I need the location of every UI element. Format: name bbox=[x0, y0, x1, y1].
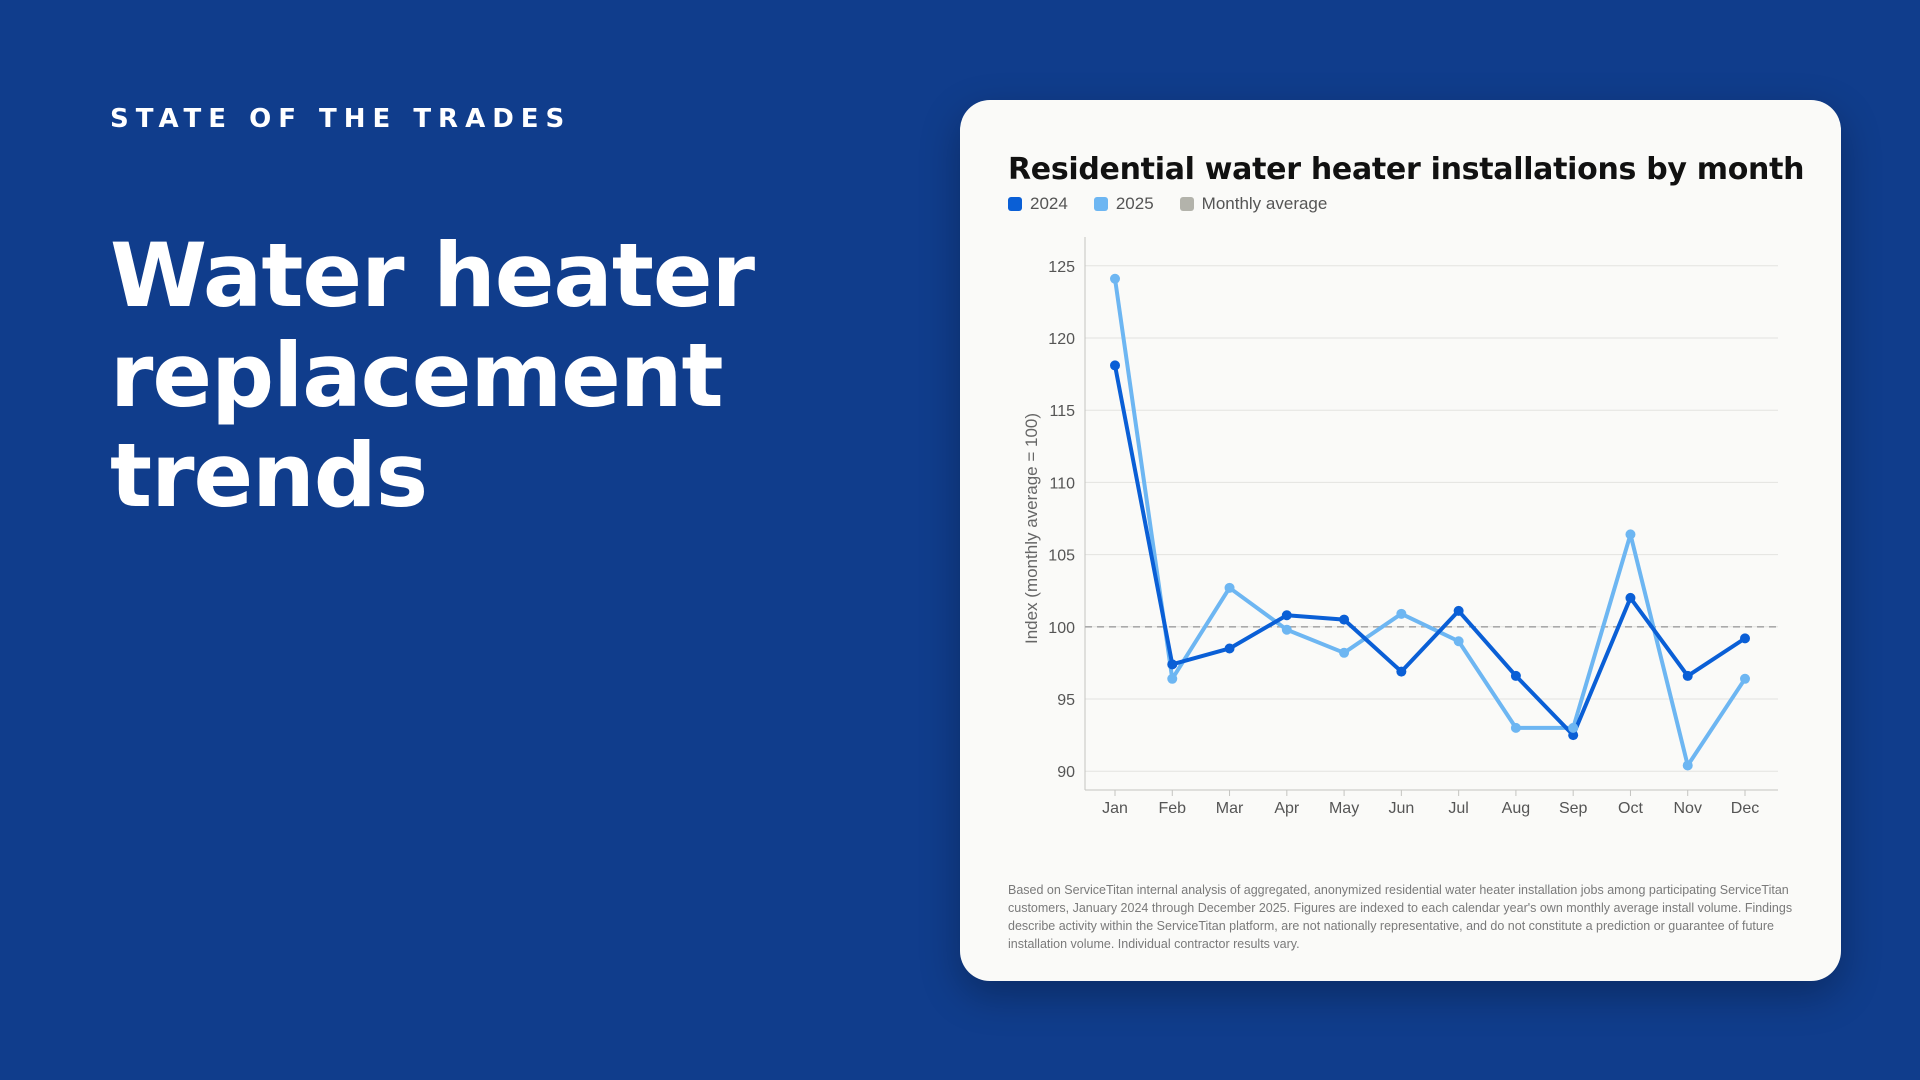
data-point-2024 bbox=[1396, 666, 1407, 677]
data-point-2024 bbox=[1453, 605, 1464, 616]
legend-label: 2024 bbox=[1030, 194, 1068, 213]
data-point-2024 bbox=[1510, 670, 1521, 681]
legend-label: 2025 bbox=[1115, 194, 1154, 213]
legend-label: Monthly average bbox=[1201, 194, 1328, 213]
y-axis-label: Index (monthly average = 100) bbox=[1022, 413, 1041, 644]
chart-legend: 2024 2025 Monthly average bbox=[1008, 194, 1327, 214]
hero-title-line: trends bbox=[110, 424, 428, 527]
y-tick-label: 105 bbox=[1048, 548, 1075, 565]
hero-title: Water heater replacement trends bbox=[110, 226, 870, 526]
x-tick-label: Jun bbox=[1388, 800, 1414, 817]
data-point-2024 bbox=[1224, 643, 1235, 654]
y-tick-label: 125 bbox=[1048, 259, 1075, 276]
series-line-2024 bbox=[1113, 363, 1747, 738]
x-tick-label: Sep bbox=[1559, 800, 1588, 817]
data-point-2025 bbox=[1510, 722, 1521, 733]
data-point-2025 bbox=[1625, 529, 1636, 540]
data-point-2025 bbox=[1110, 273, 1120, 284]
data-point-2024 bbox=[1281, 610, 1292, 621]
y-tick-label: 120 bbox=[1048, 331, 1075, 348]
y-tick-label: 110 bbox=[1049, 475, 1075, 492]
legend-swatch bbox=[1179, 197, 1194, 211]
x-tick-label: Mar bbox=[1216, 800, 1244, 817]
data-point-2025 bbox=[1224, 582, 1235, 593]
data-point-2024 bbox=[1167, 659, 1178, 670]
data-point-2024 bbox=[1682, 670, 1693, 681]
chart-card: Residential water heater installations b… bbox=[960, 100, 1841, 981]
hero-title-line: Water heater bbox=[110, 224, 755, 327]
data-point-2025 bbox=[1453, 636, 1464, 647]
legend-item-monthly-average: Monthly average bbox=[1179, 194, 1328, 214]
data-point-2024 bbox=[1339, 614, 1350, 625]
x-tick-label: Feb bbox=[1158, 800, 1186, 817]
series-line-2025 bbox=[1113, 276, 1747, 768]
data-point-2024 bbox=[1110, 360, 1120, 371]
x-tick-label: Jul bbox=[1448, 800, 1468, 817]
x-tick-label: Apr bbox=[1274, 800, 1300, 817]
legend-swatch bbox=[1093, 197, 1108, 211]
x-tick-label: Nov bbox=[1674, 800, 1702, 817]
x-tick-label: Jan bbox=[1102, 800, 1128, 817]
data-point-2025 bbox=[1281, 624, 1292, 635]
data-point-2024 bbox=[1568, 730, 1579, 741]
x-tick-label: May bbox=[1329, 800, 1359, 817]
eyebrow-label: STATE OF THE TRADES bbox=[110, 104, 572, 134]
chart-footnote: Based on ServiceTitan internal analysis … bbox=[1008, 883, 1793, 951]
data-point-2025 bbox=[1740, 673, 1750, 684]
x-tick-label: Oct bbox=[1618, 800, 1643, 817]
data-point-2025 bbox=[1682, 760, 1693, 771]
data-point-2025 bbox=[1339, 647, 1350, 658]
legend-item-2025: 2025 bbox=[1093, 194, 1154, 214]
data-point-2024 bbox=[1625, 592, 1636, 603]
data-point-2025 bbox=[1568, 722, 1579, 733]
line-chart: 90 95 100 105 110 115 120 125 Jan Feb Mar Apr May Jun… bbox=[1022, 237, 1778, 817]
y-tick-label: 95 bbox=[1057, 692, 1075, 709]
hero-title-line: replacement bbox=[110, 324, 724, 427]
data-point-2024 bbox=[1740, 633, 1750, 644]
data-point-2025 bbox=[1167, 673, 1178, 684]
data-point-2025 bbox=[1396, 608, 1407, 619]
y-tick-label: 115 bbox=[1049, 403, 1075, 420]
y-tick-label: 100 bbox=[1048, 620, 1075, 637]
x-tick-label: Dec bbox=[1731, 800, 1759, 817]
legend-swatch bbox=[1008, 197, 1022, 211]
legend-item-2024: 2024 bbox=[1008, 194, 1068, 214]
chart-title: Residential water heater installations b… bbox=[1008, 152, 1805, 187]
x-tick-label: Aug bbox=[1502, 800, 1530, 817]
y-tick-label: 90 bbox=[1057, 764, 1075, 781]
